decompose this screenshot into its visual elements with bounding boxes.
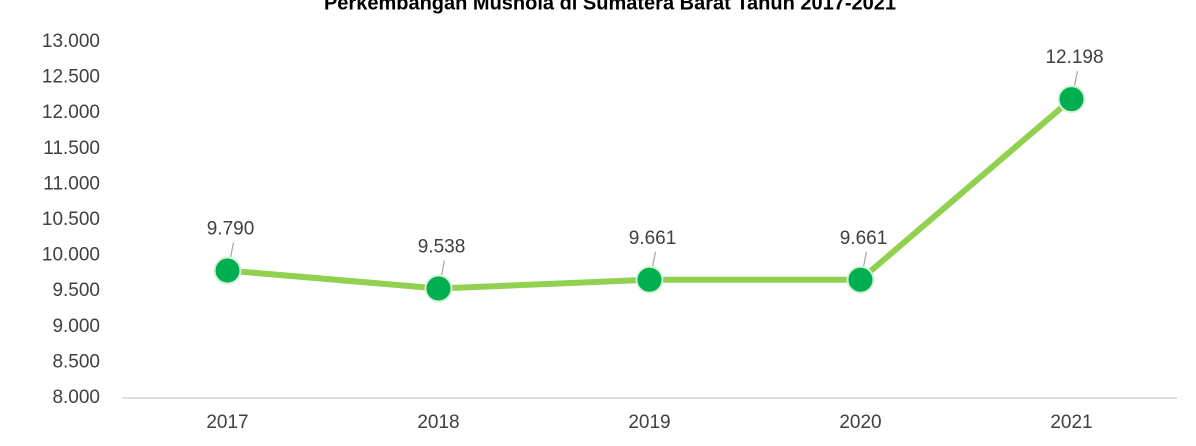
y-tick-label: 9.000 <box>52 316 100 337</box>
x-tick-label: 2019 <box>628 412 670 433</box>
leader-line <box>440 260 446 276</box>
leader-line <box>862 251 868 267</box>
chart-title: Perkembangan Mushola di Sumatera Barat T… <box>324 0 896 14</box>
y-tick-label: 8.000 <box>52 387 100 408</box>
marker <box>424 274 453 303</box>
y-tick-label: 8.500 <box>52 351 100 372</box>
y-tick-label: 10.500 <box>42 209 100 230</box>
y-tick-label: 9.500 <box>52 280 100 301</box>
data-label: 9.790 <box>207 219 255 240</box>
marker <box>846 265 875 294</box>
series-line <box>227 96 1074 292</box>
x-tick-label: 2017 <box>206 412 248 433</box>
x-tick-label: 2020 <box>839 412 881 433</box>
y-tick-label: 13.000 <box>42 31 100 52</box>
data-label: 12.198 <box>1045 47 1103 68</box>
y-tick-label: 12.000 <box>42 102 100 123</box>
data-label: 9.661 <box>840 228 888 249</box>
marker <box>635 265 664 294</box>
leader-line <box>1073 70 1079 87</box>
data-label: 9.661 <box>629 228 677 249</box>
y-tick-label: 10.000 <box>42 245 100 266</box>
leader-line <box>651 251 657 267</box>
marker <box>1057 85 1086 114</box>
leader-line <box>229 242 235 258</box>
x-tick-label: 2021 <box>1050 412 1092 433</box>
y-tick-label: 11.500 <box>43 138 100 159</box>
y-tick-label: 11.000 <box>43 173 100 194</box>
marker <box>213 256 242 285</box>
data-label: 9.538 <box>418 237 466 258</box>
x-tick-label: 2018 <box>417 412 459 433</box>
y-tick-label: 12.500 <box>42 67 100 88</box>
